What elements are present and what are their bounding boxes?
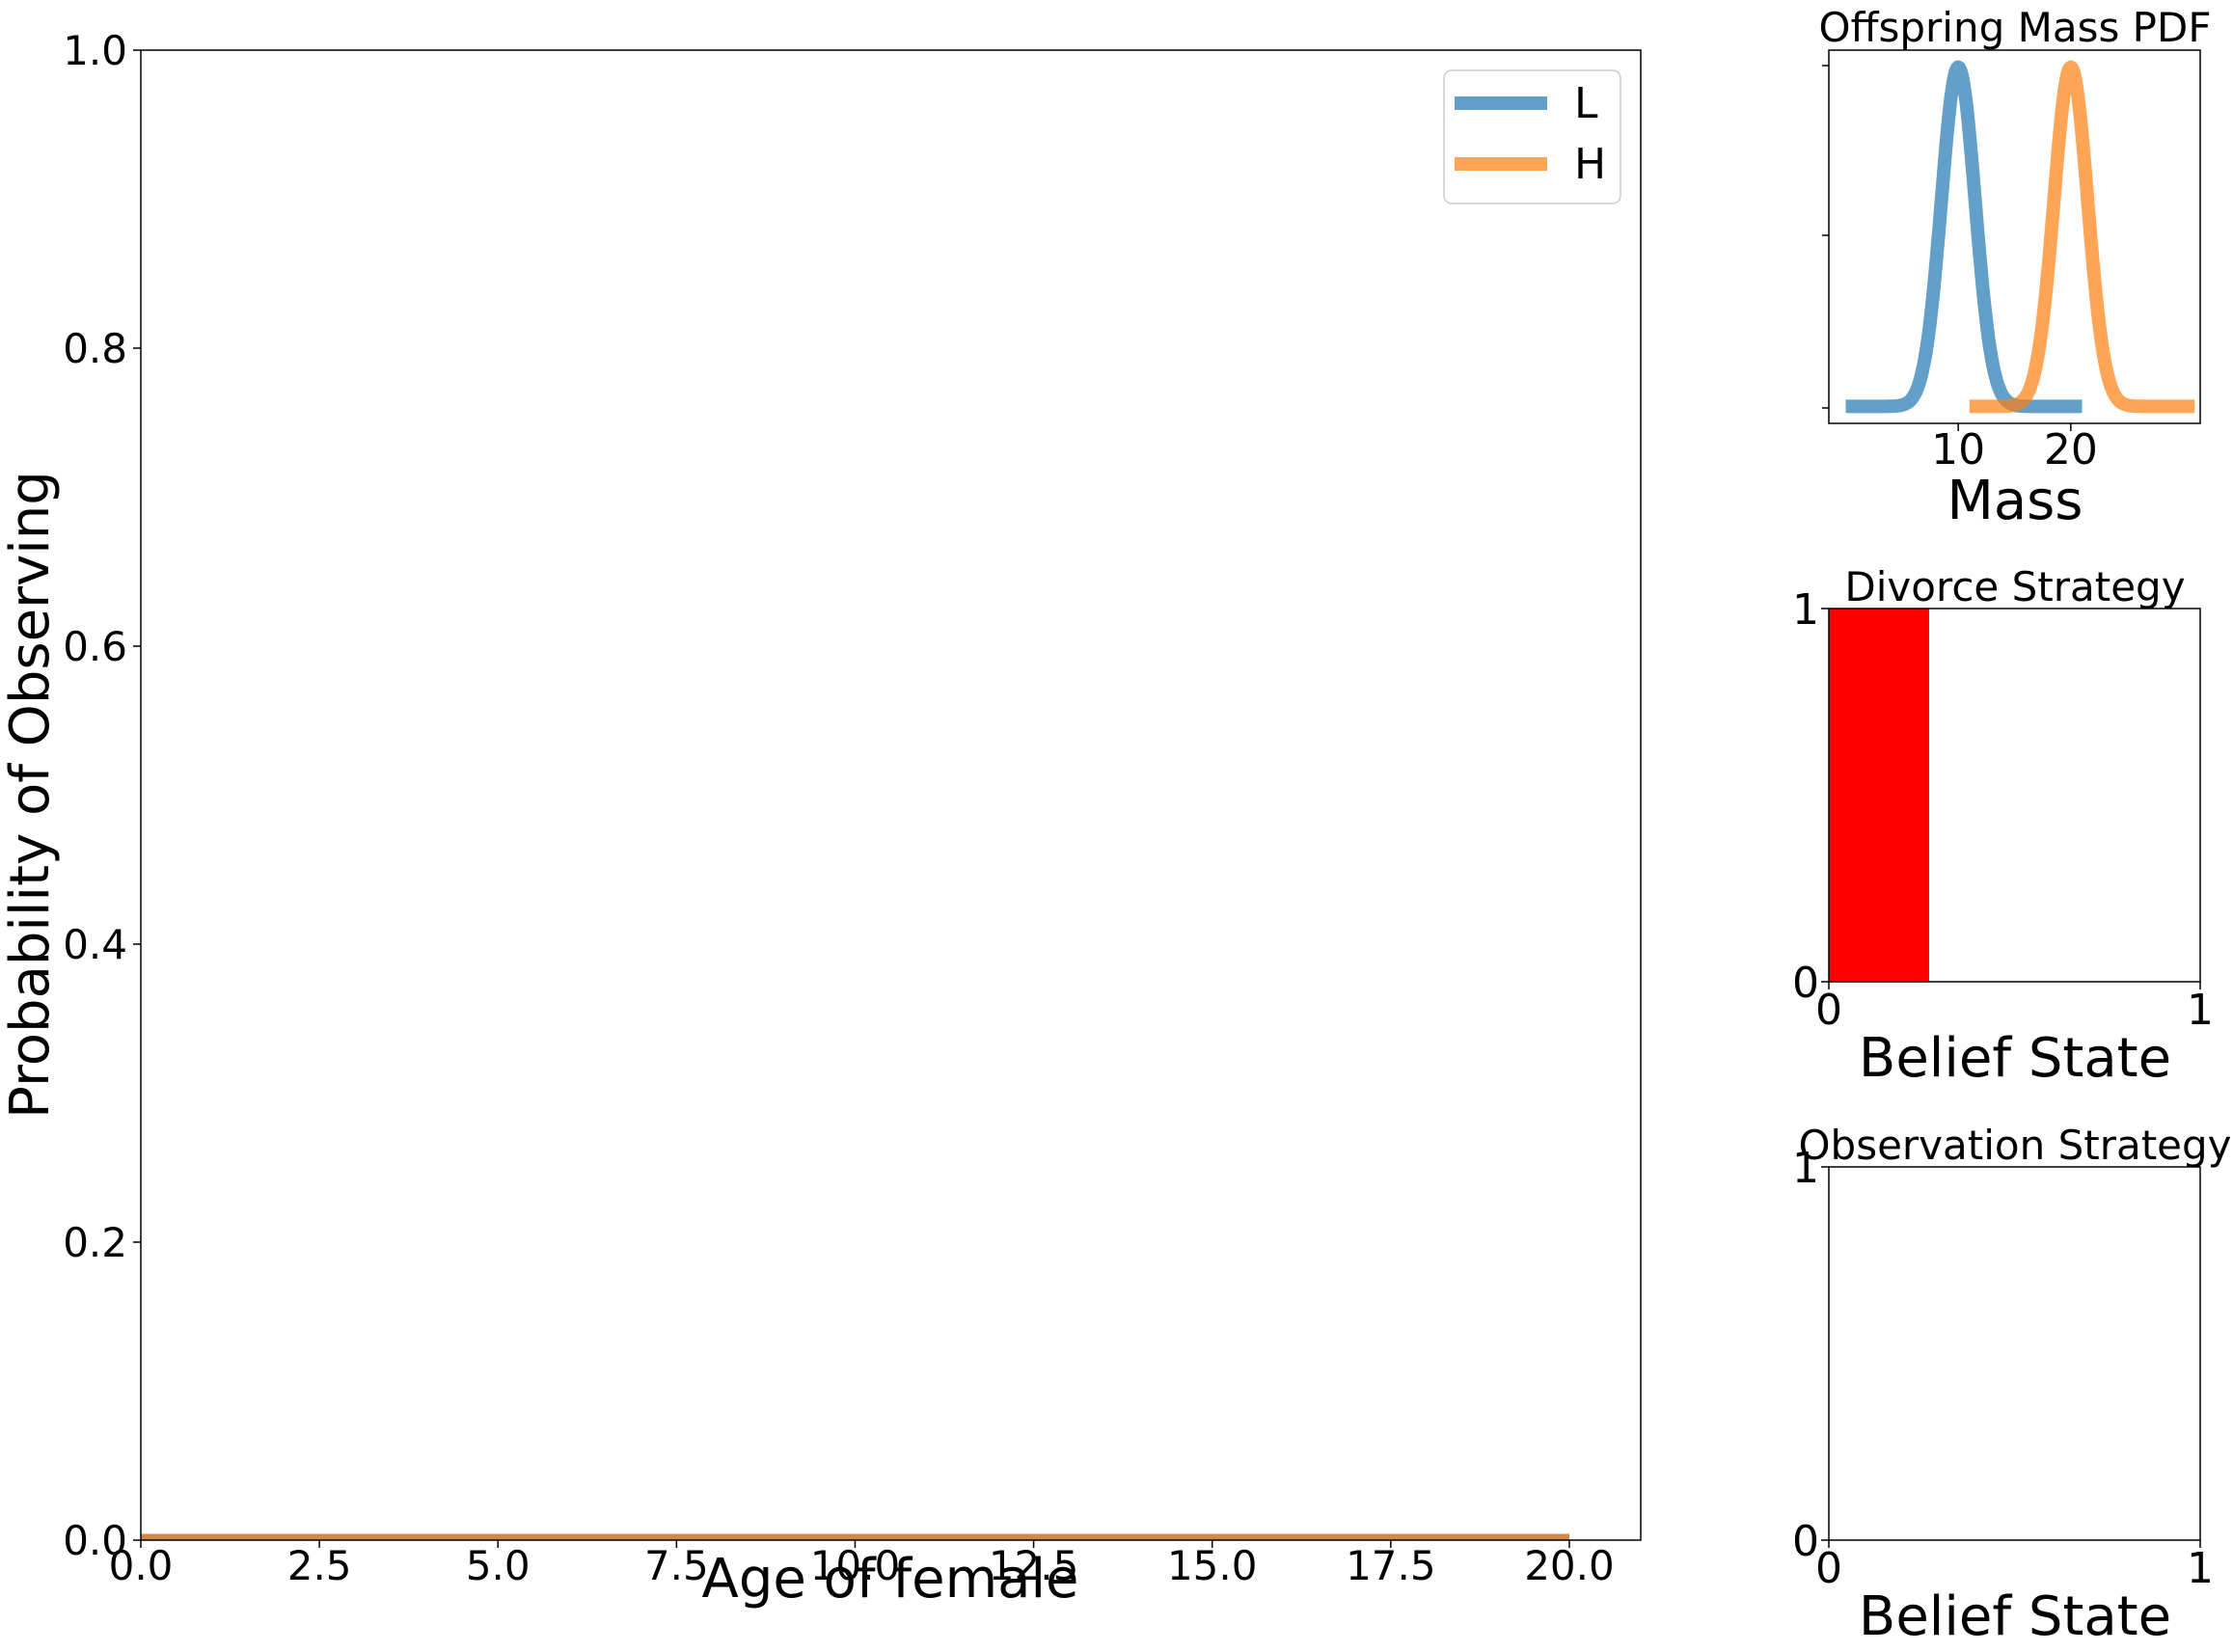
main-x-tick-label: 17.5 xyxy=(1346,1542,1436,1589)
divorce-axes: Divorce Strategy 0 1 0 1 Belief State xyxy=(1792,563,2214,1090)
observation-title: Observation Strategy xyxy=(1798,1122,2231,1169)
observation-y-tick-label: 0 xyxy=(1792,1517,1819,1566)
observation-y-tick-label: 1 xyxy=(1792,1144,1819,1193)
observation-axes-frame xyxy=(1828,1166,2201,1541)
divorce-y-tick-label: 0 xyxy=(1792,959,1819,1008)
legend-label-h: H xyxy=(1574,140,1606,189)
main-x-tick-label: 10.0 xyxy=(810,1542,901,1589)
divorce-y-tick-label: 1 xyxy=(1792,585,1819,635)
main-y-tick-label: 0.4 xyxy=(63,921,127,968)
pdf-x-tick-label: 10 xyxy=(1931,425,1985,474)
pdf-x-label: Mass xyxy=(1947,470,2083,532)
main-x-tick-label: 2.5 xyxy=(287,1542,352,1589)
pdf-x-tick-label: 20 xyxy=(2044,425,2098,474)
pdf-series-line-l xyxy=(1839,60,2088,414)
main-y-tick-label: 0.6 xyxy=(63,623,127,670)
observation-x-tick-label: 1 xyxy=(2187,1544,2214,1593)
pdf-axes-frame xyxy=(1828,49,2201,424)
pdf-series-line-h xyxy=(1964,60,2200,414)
main-x-tick-label: 0.0 xyxy=(109,1542,174,1589)
main-x-label: Age of female xyxy=(702,1548,1079,1611)
main-x-tick-label: 5.0 xyxy=(466,1542,531,1589)
main-axes-frame xyxy=(140,49,1642,1541)
main-y-tick-label: 0.0 xyxy=(63,1517,127,1564)
pdf-title: Offspring Mass PDF xyxy=(1818,4,2211,51)
main-x-tick-label: 12.5 xyxy=(989,1542,1079,1589)
divorce-ticks: 0 1 0 1 xyxy=(1792,585,2214,1035)
main-x-tick-label: 20.0 xyxy=(1524,1542,1615,1589)
main-x-tick-label: 7.5 xyxy=(644,1542,709,1589)
divorce-region-bar xyxy=(1829,609,1929,982)
main-axes: 0.0 2.5 5.0 7.5 10.0 12.5 15.0 17.5 20.0 0.00.20… xyxy=(0,27,1642,1611)
divorce-axes-frame xyxy=(1828,608,2201,983)
pdf-series-lines xyxy=(1839,60,2200,414)
main-y-tick-label: 0.8 xyxy=(63,325,127,372)
main-x-ticks: 0.0 2.5 5.0 7.5 10.0 12.5 15.0 17.5 20.0 xyxy=(109,1540,1615,1589)
divorce-x-tick-label: 1 xyxy=(2187,986,2214,1035)
legend-label-l: L xyxy=(1574,79,1598,128)
observation-ticks: 0 1 0 1 xyxy=(1792,1144,2214,1593)
divorce-title: Divorce Strategy xyxy=(1844,563,2185,610)
observation-x-tick-label: 0 xyxy=(1815,1544,1842,1593)
main-y-tick-label: 1.0 xyxy=(63,27,127,74)
main-y-label: Probability of Observing xyxy=(0,471,62,1119)
pdf-axes: Offspring Mass PDF 10 20 Mass xyxy=(1818,4,2211,532)
main-y-tick-label: 0.2 xyxy=(63,1219,127,1266)
legend: L H xyxy=(1443,69,1621,204)
main-y-ticks: 0.0 0.2 0.4 0.6 0.8 1.0 xyxy=(63,27,141,1564)
observation-x-label: Belief State xyxy=(1859,1585,2171,1648)
main-x-tick-label: 15.0 xyxy=(1167,1542,1258,1589)
pdf-x-ticks: 10 20 xyxy=(1931,423,2098,474)
divorce-x-tick-label: 0 xyxy=(1815,986,1842,1035)
divorce-x-label: Belief State xyxy=(1859,1027,2171,1090)
observation-axes: Observation Strategy 0 1 0 1 Belief State xyxy=(1792,1122,2232,1648)
